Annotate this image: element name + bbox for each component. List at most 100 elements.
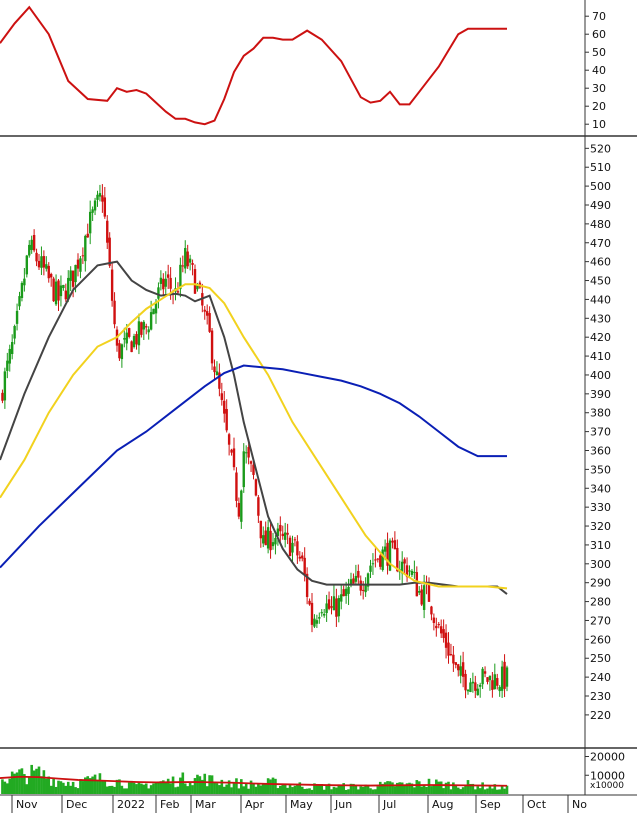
volume-bar xyxy=(444,782,448,794)
candle-body xyxy=(123,338,126,340)
candle-body xyxy=(1,392,4,401)
volume-bar xyxy=(495,789,499,794)
volume-bar xyxy=(127,782,131,794)
candle-body xyxy=(493,674,497,690)
candle-body xyxy=(303,557,306,575)
osc-tick-label: 30 xyxy=(592,82,606,95)
volume-bar xyxy=(62,782,65,794)
volume-bar xyxy=(144,783,148,794)
candle-body xyxy=(208,313,211,332)
oscillator-panel: 10 20 30 40 50 60 70 xyxy=(0,5,606,131)
volume-bar xyxy=(35,768,38,794)
candle-body xyxy=(403,559,406,564)
candle-body xyxy=(305,573,309,597)
price-tick-label: 320 xyxy=(590,520,611,533)
volume-bar xyxy=(476,786,480,794)
price-tick-label: 370 xyxy=(590,426,611,439)
candle-body xyxy=(249,461,253,464)
candle-body xyxy=(193,269,197,294)
candle-body xyxy=(79,258,82,272)
volume-bar xyxy=(498,789,501,794)
volume-bar xyxy=(493,784,497,794)
volume-bar xyxy=(227,780,231,794)
price-tick-label: 230 xyxy=(590,690,611,703)
volume-bar xyxy=(203,773,207,794)
candle-body xyxy=(386,542,389,566)
volume-bar xyxy=(388,781,392,794)
volume-bar xyxy=(391,782,394,794)
volume-bar xyxy=(149,785,153,794)
candle-body xyxy=(8,348,11,364)
candle-body xyxy=(81,255,85,257)
candle-body xyxy=(130,341,133,353)
volume-bar xyxy=(337,784,341,794)
price-tick-label: 220 xyxy=(590,709,611,722)
volume-bar xyxy=(10,771,14,794)
volume-unit-label: x10000 xyxy=(590,781,624,791)
candle-body xyxy=(449,654,453,656)
candle-body xyxy=(57,280,60,301)
volume-bar xyxy=(352,783,355,794)
osc-tick-label: 60 xyxy=(592,28,606,41)
candle-body xyxy=(325,603,328,614)
volume-bar xyxy=(3,781,7,794)
candle-body xyxy=(369,565,372,572)
candle-body xyxy=(13,326,16,339)
volume-bar xyxy=(335,787,338,794)
price-tick-label: 380 xyxy=(590,407,611,420)
candle-body xyxy=(478,684,482,687)
price-tick-label: 350 xyxy=(590,463,611,476)
candle-body xyxy=(49,273,53,278)
price-tick-label: 340 xyxy=(590,482,611,495)
osc-tick-label: 10 xyxy=(592,118,606,131)
volume-bar xyxy=(164,781,168,794)
volume-bar xyxy=(20,768,24,794)
candle-body xyxy=(342,589,345,597)
x-tick-label: Oct xyxy=(527,798,547,811)
candle-body xyxy=(59,285,63,297)
candle-body xyxy=(142,321,146,330)
candle-body xyxy=(30,239,33,250)
candle-body xyxy=(247,447,250,458)
candle-body xyxy=(227,434,231,445)
volume-bar xyxy=(142,784,146,794)
candle-body xyxy=(67,277,70,300)
volume-bar xyxy=(247,788,250,794)
volume-bar xyxy=(430,786,433,794)
candle-body xyxy=(157,287,160,299)
volume-bar xyxy=(196,774,199,794)
volume-bar xyxy=(30,764,33,794)
candle-body xyxy=(420,589,423,605)
volume-bar xyxy=(240,779,243,794)
candle-body xyxy=(418,591,421,593)
volume-bar xyxy=(218,785,221,794)
volume-bar xyxy=(461,787,465,794)
candle-body xyxy=(118,343,121,359)
volume-bar xyxy=(344,789,348,794)
volume-bar xyxy=(76,788,80,794)
candle-body xyxy=(459,666,462,676)
candle-body xyxy=(235,472,238,501)
price-tick-label: 450 xyxy=(590,275,611,288)
candle-body xyxy=(410,570,414,575)
volume-bar xyxy=(157,782,160,794)
volume-bar xyxy=(110,785,114,794)
candle-body xyxy=(498,686,501,692)
price-tick-label: 260 xyxy=(590,633,611,646)
candle-body xyxy=(237,502,241,517)
candle-body xyxy=(266,527,270,549)
candle-body xyxy=(145,326,148,328)
volume-bar xyxy=(488,785,492,794)
price-tick-label: 300 xyxy=(590,558,611,571)
candle-body xyxy=(276,528,280,536)
volume-bar xyxy=(325,785,328,794)
candle-body xyxy=(500,666,504,691)
candle-body xyxy=(40,256,43,268)
volume-bar xyxy=(342,783,345,794)
candle-body xyxy=(98,193,102,197)
volume-bar xyxy=(437,781,441,794)
volume-bar xyxy=(213,781,216,794)
candle-body xyxy=(220,393,224,400)
